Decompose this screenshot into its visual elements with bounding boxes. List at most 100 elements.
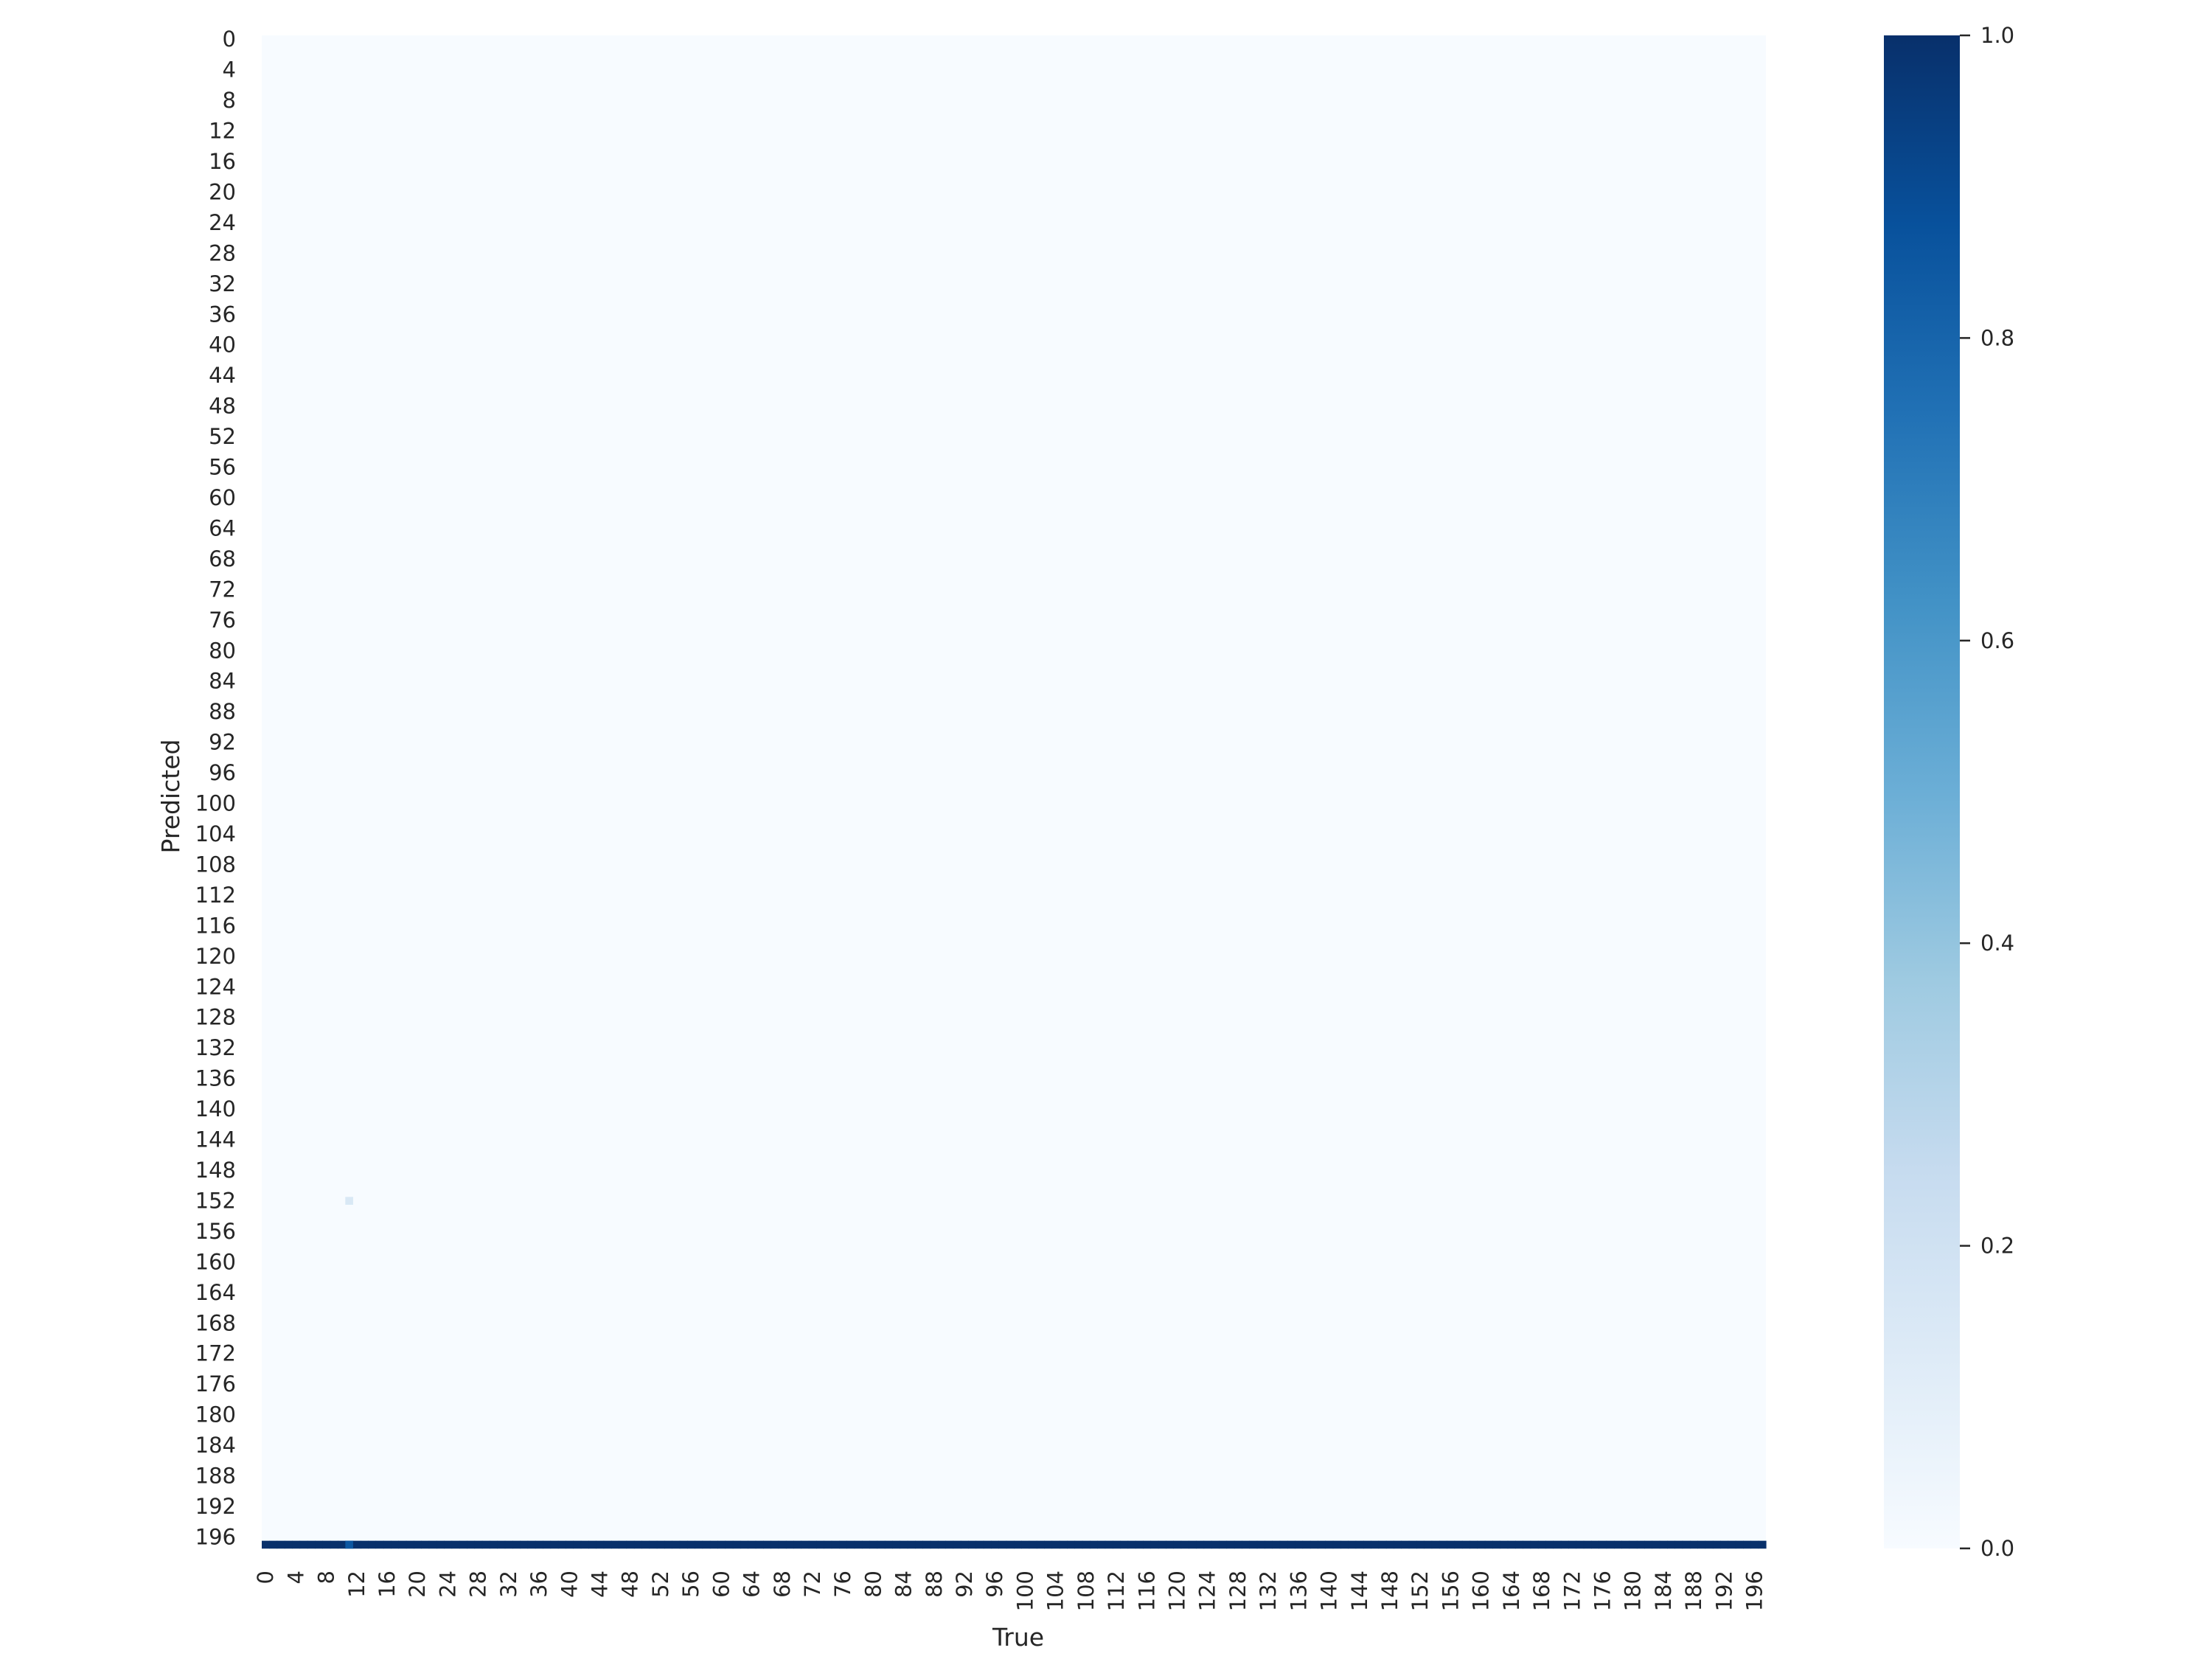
heatmap-cell bbox=[330, 1540, 338, 1549]
heatmap-cell bbox=[421, 1540, 430, 1549]
x-tick-label: 80 bbox=[860, 1571, 886, 1598]
heatmap-cell bbox=[1310, 1540, 1318, 1549]
heatmap-cell bbox=[1705, 1540, 1714, 1549]
heatmap-cell bbox=[1401, 1540, 1410, 1549]
heatmap-cell bbox=[1112, 1540, 1121, 1549]
y-tick-label: 100 bbox=[195, 791, 236, 816]
heatmap-cell bbox=[702, 1540, 711, 1549]
heatmap-cell bbox=[444, 1540, 453, 1549]
x-tick-label: 184 bbox=[1651, 1571, 1676, 1611]
heatmap-cell bbox=[633, 1540, 642, 1549]
heatmap-cell bbox=[1720, 1540, 1729, 1549]
heatmap-cell bbox=[580, 1540, 589, 1549]
heatmap-cell bbox=[588, 1540, 597, 1549]
heatmap-cell bbox=[1036, 1540, 1045, 1549]
x-tick-label: 60 bbox=[709, 1571, 734, 1598]
heatmap-cell bbox=[1636, 1540, 1645, 1549]
heatmap-cell bbox=[725, 1540, 734, 1549]
y-tick-label: 24 bbox=[209, 210, 236, 235]
heatmap-cell bbox=[1431, 1540, 1440, 1549]
heatmap-cell bbox=[1105, 1540, 1113, 1549]
heatmap-cell bbox=[953, 1540, 961, 1549]
heatmap-cell bbox=[1371, 1540, 1380, 1549]
heatmap-cell bbox=[641, 1540, 650, 1549]
heatmap-cell bbox=[603, 1540, 612, 1549]
y-tick-label: 12 bbox=[209, 119, 236, 144]
heatmap-cell bbox=[732, 1540, 741, 1549]
heatmap-cell bbox=[877, 1540, 886, 1549]
heatmap-cell bbox=[785, 1540, 794, 1549]
heatmap-cell bbox=[338, 1540, 346, 1549]
y-tick-label: 172 bbox=[195, 1341, 236, 1366]
heatmap-cell bbox=[778, 1540, 787, 1549]
heatmap-cell bbox=[884, 1540, 893, 1549]
x-tick-label: 108 bbox=[1074, 1571, 1099, 1611]
heatmap-cell bbox=[869, 1540, 878, 1549]
heatmap-cell bbox=[1059, 1540, 1068, 1549]
x-tick-label: 56 bbox=[678, 1571, 703, 1598]
heatmap-cell bbox=[1143, 1540, 1152, 1549]
y-tick-label: 136 bbox=[195, 1066, 236, 1091]
heatmap-cell bbox=[709, 1540, 718, 1549]
heatmap-cell bbox=[968, 1540, 977, 1549]
heatmap-cell bbox=[1728, 1540, 1736, 1549]
colorbar-ticks: 0.0 0.2 0.4 0.6 0.8 1.0 bbox=[1960, 23, 2014, 1561]
x-axis-ticks: 0 4 8 12 16 20 24 28 32 36 40 44 48 52 56 60 64 68 72 76 80 8… bbox=[253, 1571, 1767, 1611]
heatmap-cell bbox=[824, 1540, 832, 1549]
y-tick-label: 92 bbox=[209, 730, 236, 755]
x-tick-label: 164 bbox=[1499, 1571, 1524, 1611]
heatmap-cell bbox=[497, 1540, 506, 1549]
heatmap-cell bbox=[307, 1540, 316, 1549]
x-tick-label: 64 bbox=[740, 1571, 765, 1598]
colorbar-tick-label: 0.2 bbox=[1980, 1234, 2014, 1259]
heatmap-cell bbox=[1667, 1540, 1675, 1549]
y-tick-label: 88 bbox=[209, 699, 236, 724]
heatmap-cell bbox=[930, 1540, 939, 1549]
y-axis-ticks: 0481216202428323640444852566064687276808… bbox=[195, 27, 236, 1549]
heatmap-cell bbox=[276, 1540, 285, 1549]
y-tick-label: 128 bbox=[195, 1005, 236, 1030]
colorbar bbox=[1884, 35, 1960, 1548]
colorbar-tick-label: 1.0 bbox=[1980, 23, 2014, 48]
x-tick-label: 72 bbox=[800, 1571, 825, 1598]
x-tick-label: 68 bbox=[770, 1571, 795, 1598]
heatmap-cell bbox=[262, 1540, 270, 1549]
heatmap-cell bbox=[1674, 1540, 1683, 1549]
y-tick-label: 40 bbox=[209, 333, 236, 358]
heatmap-cell bbox=[360, 1540, 369, 1549]
x-tick-label: 180 bbox=[1621, 1571, 1646, 1611]
heatmap-cell bbox=[1287, 1540, 1295, 1549]
heatmap-cell bbox=[1697, 1540, 1706, 1549]
x-tick-label: 148 bbox=[1377, 1571, 1402, 1611]
y-tick-label: 4 bbox=[223, 58, 236, 83]
heatmap-cell bbox=[907, 1540, 916, 1549]
heatmap-cell bbox=[428, 1540, 437, 1549]
heatmap-cell bbox=[664, 1540, 672, 1549]
heatmap-cell bbox=[1576, 1540, 1585, 1549]
heatmap-cell bbox=[345, 1197, 353, 1205]
x-tick-label: 44 bbox=[587, 1571, 612, 1598]
heatmap-cell bbox=[1279, 1540, 1288, 1549]
y-tick-label: 116 bbox=[195, 913, 236, 938]
heatmap-cell bbox=[846, 1540, 855, 1549]
heatmap-cell bbox=[1173, 1540, 1182, 1549]
x-tick-label: 112 bbox=[1104, 1571, 1129, 1611]
heatmap-cell bbox=[1439, 1540, 1447, 1549]
heatmap-cell bbox=[1743, 1540, 1751, 1549]
heatmap-cell bbox=[490, 1540, 498, 1549]
y-tick-label: 80 bbox=[209, 638, 236, 663]
heatmap-cell bbox=[451, 1540, 460, 1549]
heatmap-cell bbox=[755, 1540, 764, 1549]
colorbar-tick-label: 0.6 bbox=[1980, 628, 2014, 653]
heatmap-cell bbox=[596, 1540, 605, 1549]
heatmap-cell bbox=[816, 1540, 825, 1549]
heatmap-cell bbox=[1537, 1540, 1546, 1549]
y-tick-label: 192 bbox=[195, 1494, 236, 1519]
heatmap-cell bbox=[1492, 1540, 1500, 1549]
y-tick-label: 52 bbox=[209, 424, 236, 449]
colorbar-tick-label: 0.8 bbox=[1980, 325, 2014, 350]
heatmap-cell bbox=[656, 1540, 665, 1549]
heatmap-cell bbox=[1196, 1540, 1205, 1549]
heatmap-cell bbox=[1265, 1540, 1273, 1549]
heatmap-cell bbox=[854, 1540, 863, 1549]
